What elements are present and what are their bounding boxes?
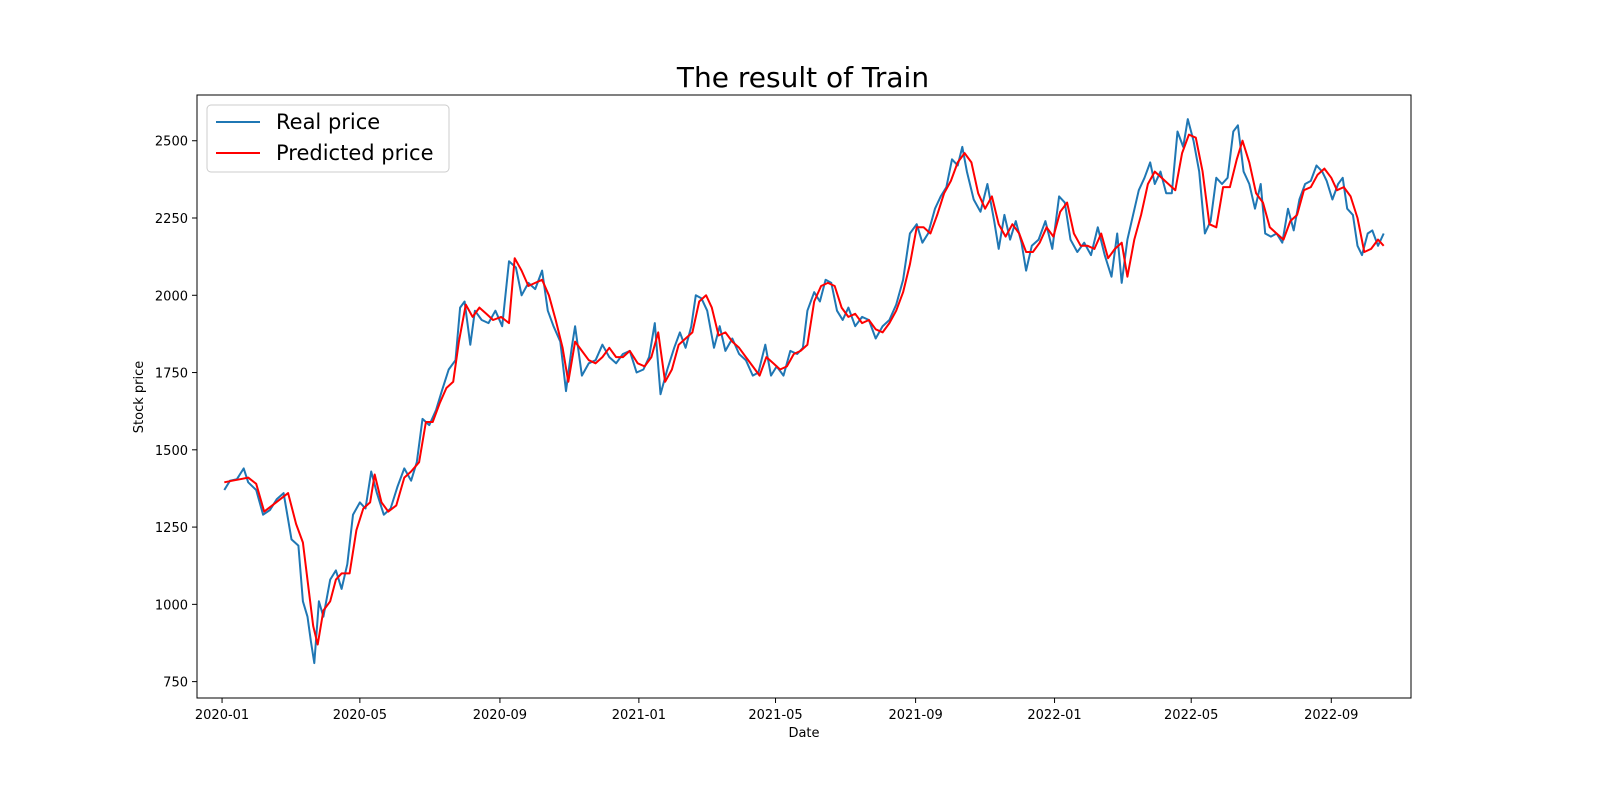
x-tick-label: 2022-09 <box>1304 708 1358 723</box>
y-tick-label: 1250 <box>155 521 188 536</box>
x-tick-label: 2021-01 <box>612 708 666 723</box>
x-tick-label: 2022-01 <box>1027 708 1081 723</box>
plot-area <box>196 94 1412 699</box>
series-layer <box>223 118 1385 665</box>
chart-title: The result of Train <box>676 61 929 94</box>
legend: Real price Predicted price <box>206 104 450 173</box>
y-axis: 750 1000 1250 1500 1750 2000 2250 2500 <box>155 135 197 691</box>
y-tick-label: 1750 <box>155 367 188 382</box>
axes-frame <box>196 94 1412 699</box>
x-tick-label: 2021-05 <box>748 708 802 723</box>
x-tick-label: 2020-01 <box>195 708 249 723</box>
y-tick-label: 2250 <box>155 212 188 227</box>
legend-label-real-price: Real price <box>276 110 380 134</box>
x-axis-label: Date <box>788 726 819 741</box>
y-tick-label: 1500 <box>155 444 188 459</box>
legend-label-predicted-price: Predicted price <box>276 141 434 165</box>
series-line-real-price <box>223 118 1385 665</box>
x-tick-label: 2022-05 <box>1164 708 1218 723</box>
series-line-predicted-price <box>224 133 1385 646</box>
x-axis: 2020-01 2020-05 2020-09 2021-01 2021-05 2021-… <box>195 698 1358 723</box>
legend-box <box>206 104 450 173</box>
x-tick-label: 2020-09 <box>473 708 527 723</box>
y-axis-label: Stock price <box>132 361 147 433</box>
x-tick-label: 2021-09 <box>888 708 942 723</box>
y-tick-label: 2000 <box>155 289 188 304</box>
y-tick-label: 750 <box>163 676 188 691</box>
y-tick-label: 1000 <box>155 598 188 613</box>
y-tick-label: 2500 <box>155 135 188 150</box>
x-tick-label: 2020-05 <box>333 708 387 723</box>
